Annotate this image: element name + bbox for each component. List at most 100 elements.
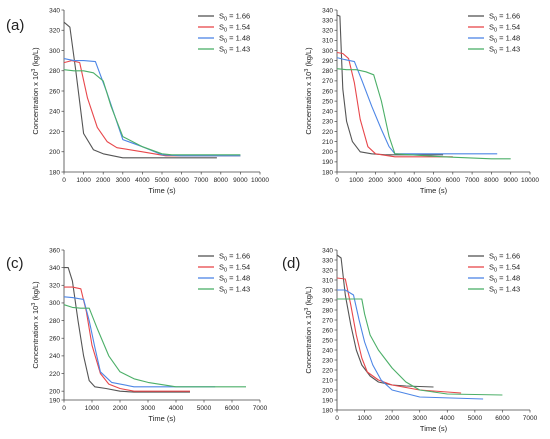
- y-tick-label: 200: [322, 387, 333, 394]
- y-tick-label: 300: [49, 48, 60, 55]
- x-tick-label: 5000: [426, 177, 441, 184]
- y-tick-label: 190: [49, 397, 60, 404]
- y-tick-label: 230: [322, 357, 333, 364]
- y-tick-label: 210: [322, 377, 333, 384]
- y-tick-label: 200: [49, 149, 60, 156]
- y-tick-label: 250: [322, 337, 333, 344]
- x-tick-label: 5000: [468, 415, 483, 422]
- x-axis-label: Time (s): [148, 414, 176, 423]
- x-axis-label: Time (s): [420, 186, 448, 195]
- series-line-1: [336, 14, 444, 156]
- y-tick-label: 220: [322, 367, 333, 374]
- x-tick-label: 3000: [116, 177, 131, 184]
- x-tick-label: 7000: [253, 405, 268, 412]
- x-tick-label: 0: [62, 405, 66, 412]
- y-tick-label: 280: [49, 318, 60, 325]
- x-tick-label: 3000: [141, 405, 156, 412]
- x-tick-label: 0: [62, 177, 66, 184]
- legend-label: S0 = 1.48: [219, 34, 250, 45]
- x-tick-label: 6000: [446, 177, 461, 184]
- x-tick-label: 6000: [174, 177, 189, 184]
- y-tick-label: 240: [49, 109, 60, 116]
- series-line-1: [64, 267, 190, 393]
- x-tick-label: 2000: [113, 405, 128, 412]
- y-tick-label: 330: [322, 257, 333, 264]
- legend-label: S0 = 1.48: [489, 274, 520, 285]
- x-tick-label: 4000: [440, 415, 455, 422]
- chart-panel-1: 0 1000 2000 3000 4000 5000 6000 7000 8000 9000 100…: [6, 7, 269, 195]
- y-tick-label: 280: [322, 307, 333, 314]
- y-tick-label: 180: [322, 407, 333, 414]
- y-tick-label: 320: [322, 267, 333, 274]
- series-line-1: [336, 254, 434, 388]
- series-line-2: [336, 51, 453, 158]
- x-tick-label: 4000: [169, 405, 184, 412]
- legend-label: S0 = 1.54: [219, 23, 250, 34]
- chart-panel-2: 0 1000 2000 3000 4000 5000 6000 7000 8000 9000 100…: [304, 7, 539, 195]
- legend-label: S0 = 1.48: [489, 34, 520, 45]
- y-tick-label: 310: [322, 277, 333, 284]
- legend-label: S0 = 1.54: [219, 263, 250, 274]
- y-tick-label: 180: [322, 169, 333, 176]
- x-tick-label: 10000: [251, 177, 269, 184]
- y-tick-label: 290: [322, 58, 333, 65]
- x-tick-label: 2000: [385, 415, 400, 422]
- x-tick-label: 8000: [214, 177, 229, 184]
- x-tick-label: 1000: [76, 177, 91, 184]
- y-tick-label: 300: [322, 287, 333, 294]
- x-tick-label: 1000: [357, 415, 372, 422]
- x-tick-label: 6000: [495, 415, 510, 422]
- y-tick-label: 240: [322, 347, 333, 354]
- chart-panel-4: 0 1000 2000 3000 4000 5000 6000 7000 180 190 200 21…: [282, 247, 538, 433]
- x-tick-label: 3000: [388, 177, 403, 184]
- y-tick-label: 250: [322, 98, 333, 105]
- y-tick-label: 290: [322, 297, 333, 304]
- x-tick-label: 0: [335, 177, 339, 184]
- y-tick-label: 280: [322, 68, 333, 75]
- y-tick-label: 200: [49, 388, 60, 395]
- y-tick-label: 280: [49, 68, 60, 75]
- x-tick-label: 4000: [135, 177, 150, 184]
- x-tick-label: 1000: [349, 177, 364, 184]
- y-tick-label: 320: [49, 283, 60, 290]
- y-tick-label: 260: [49, 88, 60, 95]
- series-line-4: [63, 69, 241, 156]
- y-tick-label: 240: [49, 353, 60, 360]
- legend-label: S0 = 1.54: [489, 23, 520, 34]
- chart-panel-3: 0 1000 2000 3000 4000 5000 6000 7000 190 200 220 24…: [6, 247, 268, 423]
- x-tick-label: 9000: [503, 177, 518, 184]
- y-axis-label: Concentration x 103 (kg/L): [304, 286, 313, 374]
- y-tick-label: 240: [322, 109, 333, 116]
- x-tick-label: 1000: [85, 405, 100, 412]
- y-tick-label: 360: [49, 247, 60, 254]
- series-line-2: [64, 286, 190, 392]
- y-tick-label: 270: [322, 78, 333, 85]
- x-axis-label: Time (s): [148, 186, 176, 195]
- y-tick-label: 220: [322, 129, 333, 136]
- y-tick-label: 310: [322, 38, 333, 45]
- y-tick-label: 210: [322, 139, 333, 146]
- y-tick-label: 220: [49, 129, 60, 136]
- series-line-3: [337, 289, 484, 400]
- y-tick-label: 340: [322, 247, 333, 254]
- legend-label: S0 = 1.66: [219, 252, 250, 263]
- panel-label: (a): [6, 17, 24, 34]
- x-tick-label: 7000: [523, 415, 538, 422]
- x-tick-label: 7000: [194, 177, 209, 184]
- x-tick-label: 5000: [155, 177, 170, 184]
- series-line-1: [63, 21, 217, 159]
- y-tick-label: 330: [322, 17, 333, 24]
- x-tick-label: 10000: [521, 177, 539, 184]
- y-tick-label: 340: [322, 7, 333, 14]
- y-tick-label: 200: [322, 149, 333, 156]
- y-tick-label: 300: [322, 48, 333, 55]
- y-tick-label: 300: [49, 300, 60, 307]
- y-tick-label: 220: [49, 371, 60, 378]
- y-tick-label: 190: [322, 397, 333, 404]
- x-tick-label: 9000: [233, 177, 248, 184]
- y-tick-label: 190: [322, 159, 333, 166]
- series-line-4: [337, 298, 503, 396]
- y-tick-label: 180: [49, 169, 60, 176]
- legend-label: S0 = 1.43: [219, 45, 250, 56]
